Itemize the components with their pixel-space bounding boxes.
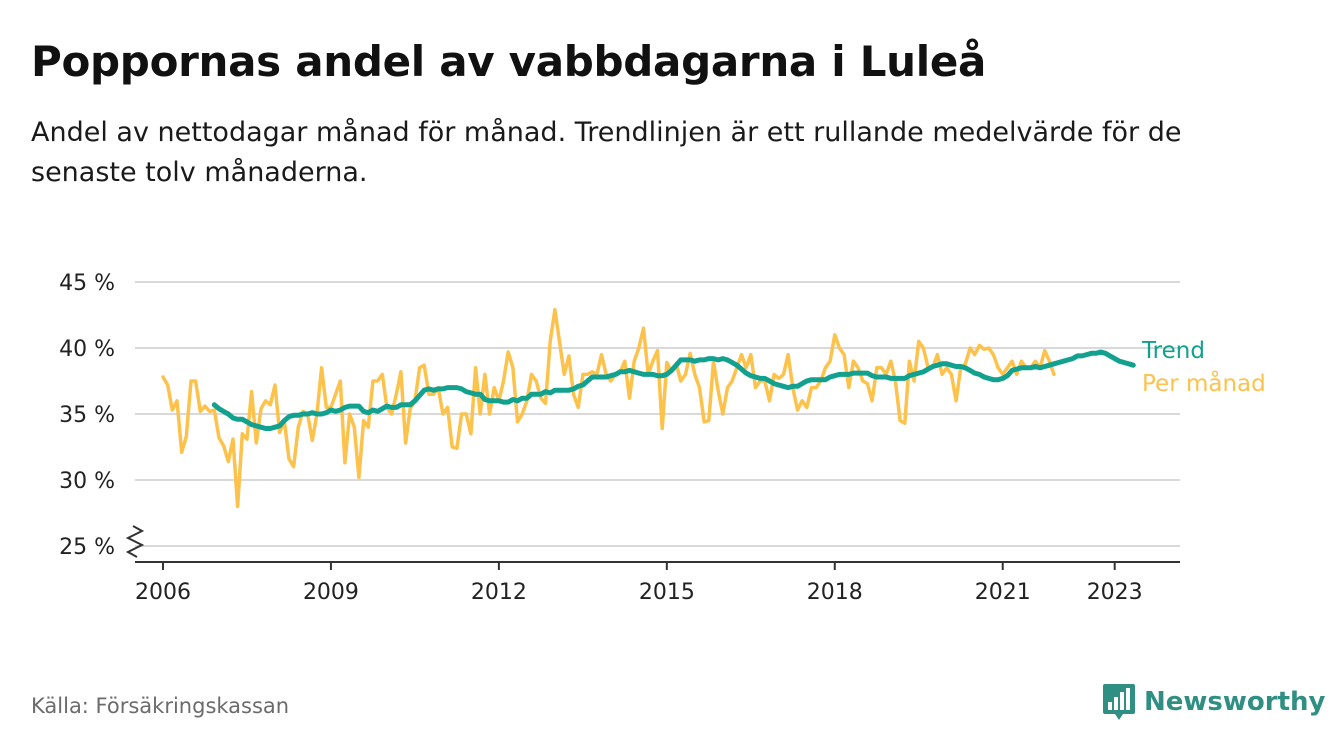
bar-chart-speech-bubble-icon [1103, 684, 1135, 720]
y-tick-label: 35 % [59, 403, 115, 428]
series-group [161, 307, 1136, 509]
y-tick-label: 40 % [59, 337, 115, 362]
brand-logo: Newsworthy [1102, 682, 1325, 722]
x-tick-label: 2012 [471, 580, 527, 605]
y-tick-label: 45 % [59, 271, 115, 296]
series-labels: Trend Per månad [1141, 338, 1266, 397]
source-note: Källa: Försäkringskassan [31, 694, 290, 718]
trend-label: Trend [1141, 338, 1205, 364]
axes: 25 % 30 % 35 % 40 % 45 % 2006 2009 2012 2015 2018… [59, 271, 1180, 605]
x-tick-label: 2015 [639, 580, 695, 605]
monthly-line [161, 307, 1056, 509]
chart-title: Poppornas andel av vabbdagarna i Luleå [31, 37, 987, 86]
monthly-label: Per månad [1142, 369, 1266, 397]
x-tick-label: 2006 [135, 580, 191, 605]
y-tick-label: 30 % [59, 469, 115, 494]
chart-subtitle: Andel av nettodagar månad för månad. Tre… [31, 117, 1182, 188]
x-tick-label: 2021 [975, 580, 1031, 605]
x-tick-label: 2018 [807, 580, 863, 605]
brand-name: Newsworthy [1144, 687, 1326, 717]
x-tick-label: 2023 [1087, 580, 1143, 605]
y-tick-label: 25 % [59, 535, 115, 560]
x-tick-label: 2009 [303, 580, 359, 605]
trend-line [211, 349, 1136, 431]
axis-break-icon [125, 525, 145, 558]
